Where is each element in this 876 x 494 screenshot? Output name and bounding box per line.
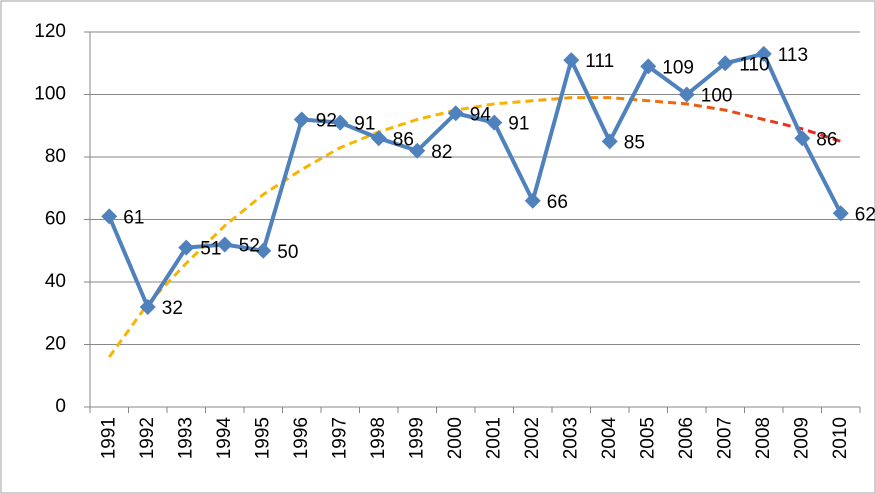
x-tick-label: 1994	[214, 417, 235, 460]
data-label: 61	[123, 207, 144, 228]
data-label: 86	[816, 129, 837, 150]
x-tick-label: 2000	[445, 417, 466, 459]
x-tick-label: 2003	[560, 417, 581, 459]
point	[255, 242, 272, 259]
x-tick-label: 2008	[753, 417, 774, 459]
x-tick-label: 2010	[830, 417, 851, 459]
point	[409, 142, 426, 159]
data-label: 111	[585, 51, 614, 72]
data-label: 110	[739, 54, 769, 75]
y-tick-label: 80	[45, 146, 66, 167]
point	[601, 133, 618, 150]
trendline	[108, 96, 842, 358]
point	[563, 52, 580, 69]
point	[332, 114, 349, 131]
data-label: 91	[508, 114, 529, 135]
point	[139, 299, 156, 315]
x-tick-label: 2005	[637, 417, 658, 459]
point	[178, 239, 195, 256]
data-label: 100	[701, 86, 733, 107]
data-label: 32	[162, 298, 183, 319]
x-tick-label: 1997	[329, 417, 350, 459]
x-tick-label: 1995	[252, 417, 273, 459]
x-tick-label: 1996	[291, 417, 312, 459]
point	[370, 130, 387, 147]
point	[101, 208, 118, 225]
y-tick-label: 120	[34, 21, 66, 42]
data-label: 109	[662, 57, 694, 78]
point	[678, 86, 695, 103]
y-tick-label: 60	[45, 209, 66, 230]
point	[717, 55, 734, 72]
point	[293, 111, 310, 128]
x-tick-label: 1992	[137, 417, 158, 459]
x-tick-label: 2007	[714, 417, 735, 459]
data-label: 52	[239, 236, 260, 257]
point	[794, 130, 811, 147]
y-tick-label: 20	[45, 334, 66, 355]
y-tick-label: 0	[55, 396, 66, 417]
x-tick-label: 1998	[368, 417, 389, 459]
data-label: 113	[778, 45, 808, 66]
data-label: 50	[277, 242, 298, 263]
x-tick-label: 2004	[599, 417, 620, 460]
point	[640, 58, 657, 75]
point	[524, 192, 541, 209]
y-tick-label: 40	[45, 271, 66, 292]
data-label: 86	[393, 129, 414, 150]
data-label: 92	[316, 111, 337, 132]
data-label: 62	[855, 204, 876, 225]
x-tick-label: 2001	[483, 417, 504, 459]
point	[216, 236, 233, 253]
data-label: 66	[547, 192, 568, 213]
point	[832, 205, 849, 222]
data-label: 82	[431, 142, 452, 163]
data-label: 91	[354, 114, 375, 135]
data-label: 51	[200, 239, 221, 260]
point	[447, 105, 464, 122]
x-tick-label: 2009	[791, 417, 812, 459]
x-tick-label: 1999	[406, 417, 427, 459]
point	[486, 114, 503, 131]
x-tick-label: 2002	[522, 417, 543, 459]
data-label: 94	[470, 104, 492, 125]
data-label: 85	[624, 132, 645, 153]
point	[755, 45, 772, 62]
x-tick-label: 1991	[98, 417, 119, 459]
x-tick-label: 2006	[676, 417, 697, 459]
x-tick-label: 1993	[175, 417, 196, 459]
y-tick-label: 100	[34, 84, 66, 105]
